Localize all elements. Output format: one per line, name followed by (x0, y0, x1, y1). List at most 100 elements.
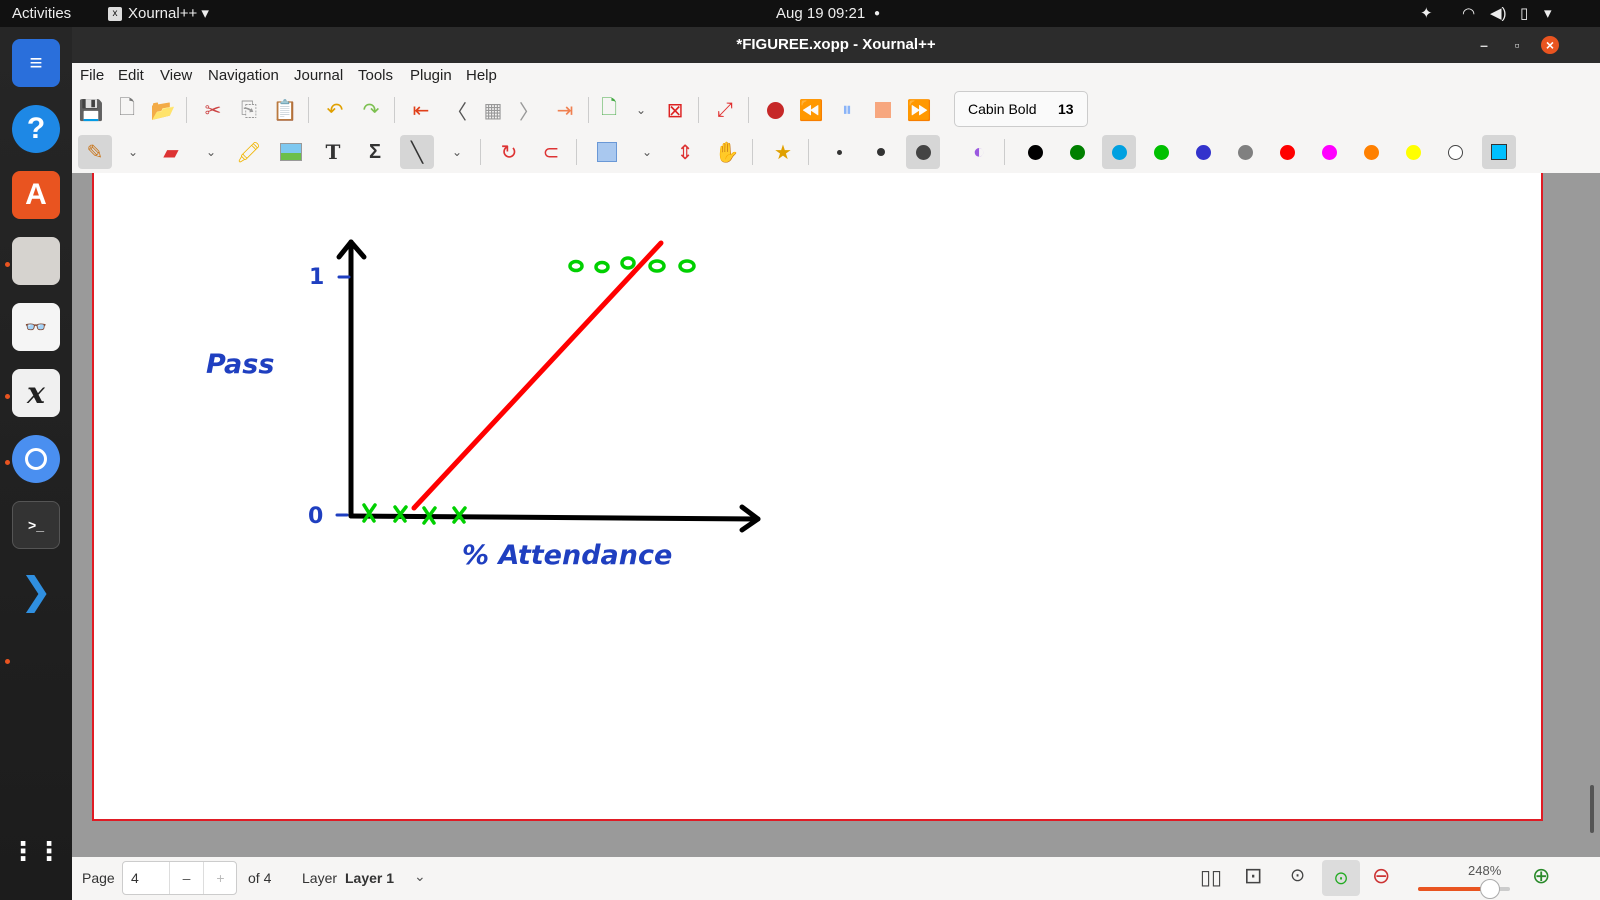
color-black-button[interactable] (1018, 135, 1052, 169)
eraser-icon[interactable]: ▰ (163, 141, 179, 164)
software-center-icon[interactable]: A (12, 171, 60, 219)
chevron-down-icon[interactable]: ⌄ (205, 145, 217, 159)
wifi-icon[interactable]: ◠ (1462, 5, 1476, 22)
color-white-button[interactable] (1438, 135, 1472, 169)
paste-icon[interactable]: 📋 (272, 99, 298, 122)
select-rectangle-icon[interactable] (590, 135, 624, 169)
first-page-icon[interactable]: ⇤ (412, 99, 430, 122)
menu-help[interactable]: Help (466, 67, 497, 84)
close-icon[interactable]: × (1541, 36, 1559, 54)
color-magenta-button[interactable] (1312, 135, 1346, 169)
maximize-icon[interactable]: ▫ (1514, 37, 1520, 53)
page-decrement-button[interactable]: – (169, 862, 203, 894)
color-yellow-button[interactable] (1396, 135, 1430, 169)
menu-navigation[interactable]: Navigation (208, 67, 279, 84)
fill-icon[interactable]: ◐ (972, 140, 986, 163)
app-menu[interactable]: x Xournal++ ▾ (108, 0, 209, 27)
show-apps-icon[interactable]: ⋮⋮ (10, 835, 62, 866)
draw-line-icon[interactable]: ╲ (400, 135, 434, 169)
custom-color-button[interactable] (1482, 135, 1516, 169)
zoom-fit-button[interactable]: ⊙ (1322, 860, 1360, 896)
document-canvas[interactable]: 1 0 Pass % Attendance (72, 173, 1600, 857)
zoom-in-icon[interactable]: ⊕ (1532, 863, 1551, 888)
shape-recognizer-icon[interactable]: ↻ (500, 141, 518, 164)
magnet-icon[interactable]: ⊂ (542, 141, 560, 164)
minimize-icon[interactable]: – (1480, 37, 1488, 53)
text-tool-icon[interactable]: T (325, 140, 341, 164)
color-green-button[interactable] (1144, 135, 1178, 169)
color-blue-button[interactable] (1186, 135, 1220, 169)
image-icon[interactable] (274, 135, 308, 169)
page-number-input[interactable]: 4 (131, 870, 139, 886)
save-icon[interactable]: 💾 (78, 99, 104, 122)
dual-page-icon[interactable]: ▯▯ (1200, 867, 1223, 889)
files-icon[interactable] (12, 237, 60, 285)
highlighter-icon[interactable]: 🖍 (236, 141, 262, 164)
battery-icon[interactable]: ▯ (1520, 5, 1529, 22)
writer-icon[interactable]: ≡ (12, 39, 60, 87)
color-light-blue-button[interactable] (1102, 135, 1136, 169)
clock[interactable]: Aug 19 09:21 (776, 5, 866, 22)
vertical-space-icon[interactable]: ⇕ (676, 141, 694, 164)
volume-icon[interactable]: ◀) (1490, 5, 1507, 22)
pen-icon[interactable]: ✎ (78, 135, 112, 169)
zoom-slider[interactable] (1418, 879, 1510, 899)
terminal-icon[interactable]: >_ (12, 501, 60, 549)
goto-page-icon[interactable]: ▦ (483, 99, 503, 122)
thickness-fine-icon[interactable] (822, 135, 856, 169)
system-menu-chevron-icon[interactable]: ▾ (1544, 5, 1552, 22)
vertical-scrollbar[interactable] (1590, 785, 1594, 833)
copy-icon[interactable]: ⎘ (241, 98, 257, 121)
chevron-down-icon[interactable]: ⌄ (414, 868, 426, 884)
page[interactable]: 1 0 Pass % Attendance (92, 173, 1543, 821)
layer-selector[interactable]: Layer 1 (345, 870, 395, 886)
chromium-icon[interactable] (12, 435, 60, 483)
chevron-down-icon[interactable]: ⌄ (127, 145, 139, 159)
zoom-slider-handle[interactable] (1480, 879, 1500, 899)
vscode-icon[interactable]: ❯ (20, 570, 52, 613)
help-icon[interactable]: ? (12, 105, 60, 153)
menu-journal[interactable]: Journal (294, 67, 344, 84)
font-selector-button[interactable]: Cabin Bold 13 (954, 91, 1088, 127)
latex-sigma-icon[interactable]: Σ (368, 140, 381, 163)
thickness-medium-icon[interactable] (864, 135, 898, 169)
open-folder-icon[interactable]: 📂 (150, 99, 176, 122)
chevron-down-icon[interactable]: ⌄ (641, 145, 653, 159)
hand-icon[interactable]: ✋ (714, 141, 740, 164)
stop-icon[interactable] (866, 93, 900, 127)
previous-page-icon[interactable]: 〈 (447, 101, 467, 124)
xournal-icon[interactable]: x (12, 369, 60, 417)
chevron-down-icon[interactable]: ⌄ (451, 145, 463, 159)
insert-page-icon[interactable]: 🗋 (600, 97, 618, 119)
new-document-icon[interactable]: 🗋 (118, 97, 136, 119)
chevron-down-icon[interactable]: ⌄ (635, 103, 647, 117)
fast-forward-icon[interactable]: ⏩ (906, 99, 932, 122)
color-gray-button[interactable] (1228, 135, 1262, 169)
delete-page-icon[interactable]: ⊠ (666, 99, 684, 122)
menu-tools[interactable]: Tools (358, 67, 394, 84)
menu-edit[interactable]: Edit (118, 67, 144, 84)
default-tool-icon[interactable]: ★ (774, 141, 792, 164)
zoom-out-icon[interactable]: ⊖ (1372, 863, 1391, 888)
record-icon[interactable] (758, 93, 792, 127)
dropbox-icon[interactable]: ✦ (1420, 5, 1433, 22)
menu-view[interactable]: View (160, 67, 193, 84)
last-page-icon[interactable]: ⇥ (556, 99, 574, 122)
document-viewer-icon[interactable]: 👓 (12, 303, 60, 351)
color-red-button[interactable] (1270, 135, 1304, 169)
activities-button[interactable]: Activities (12, 5, 72, 22)
redo-icon[interactable]: ↷ (362, 99, 380, 122)
zoom-100-icon[interactable]: ⊙ (1290, 865, 1306, 885)
menu-file[interactable]: File (80, 67, 105, 84)
presentation-mode-icon[interactable]: ⊡ (1244, 863, 1263, 888)
fullscreen-icon[interactable]: ⤢ (717, 98, 733, 121)
page-increment-button[interactable]: + (203, 862, 237, 894)
cut-icon[interactable]: ✂ (204, 99, 222, 122)
color-orange-button[interactable] (1354, 135, 1388, 169)
thickness-thick-icon[interactable] (906, 135, 940, 169)
next-page-icon[interactable]: 〉 (519, 101, 539, 124)
menu-plugin[interactable]: Plugin (410, 67, 452, 84)
color-dark-green-button[interactable] (1060, 135, 1094, 169)
rewind-icon[interactable]: ⏪ (798, 99, 824, 122)
page-spinner[interactable]: 4 – + (122, 861, 237, 895)
